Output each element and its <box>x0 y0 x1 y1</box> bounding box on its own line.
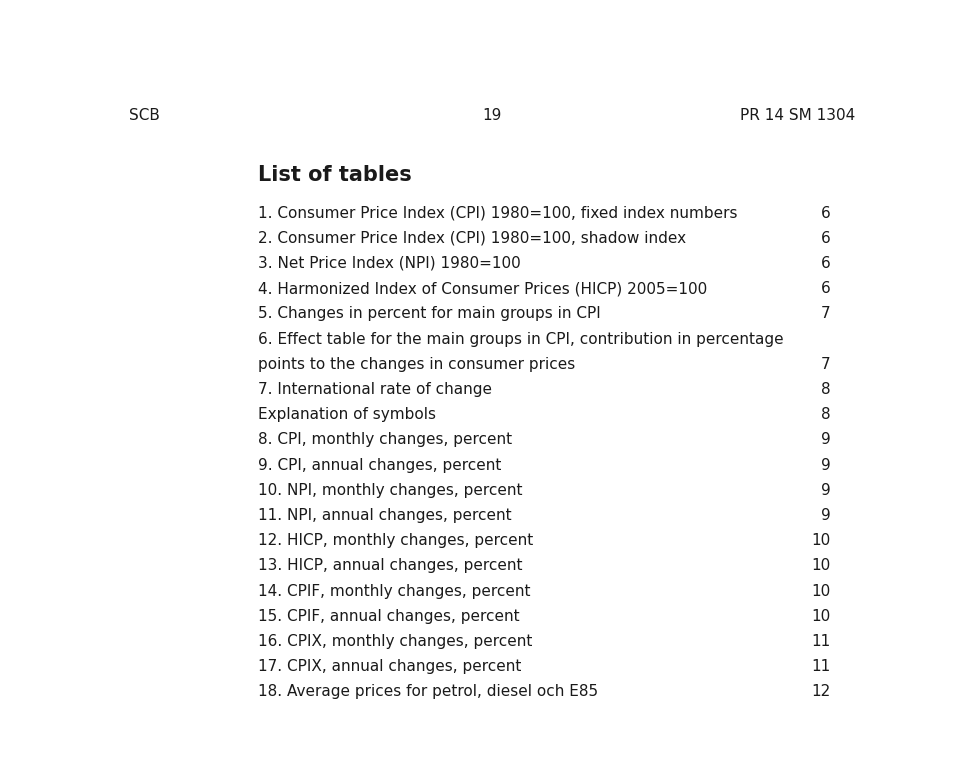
Text: 17. CPIX, annual changes, percent: 17. CPIX, annual changes, percent <box>257 659 521 674</box>
Text: 7. International rate of change: 7. International rate of change <box>257 382 492 397</box>
Text: PR 14 SM 1304: PR 14 SM 1304 <box>740 108 855 123</box>
Text: 9: 9 <box>821 508 830 523</box>
Text: 3. Net Price Index (NPI) 1980=100: 3. Net Price Index (NPI) 1980=100 <box>257 256 520 271</box>
Text: 9: 9 <box>821 432 830 447</box>
Text: SCB: SCB <box>129 108 159 123</box>
Text: 12: 12 <box>811 684 830 699</box>
Text: 15. CPIF, annual changes, percent: 15. CPIF, annual changes, percent <box>257 609 519 624</box>
Text: 13. HICP, annual changes, percent: 13. HICP, annual changes, percent <box>257 559 522 573</box>
Text: 14. CPIF, monthly changes, percent: 14. CPIF, monthly changes, percent <box>257 584 530 599</box>
Text: 12. HICP, monthly changes, percent: 12. HICP, monthly changes, percent <box>257 533 533 548</box>
Text: 6: 6 <box>821 205 830 221</box>
Text: 11: 11 <box>811 634 830 649</box>
Text: 19: 19 <box>482 108 502 123</box>
Text: 11. NPI, annual changes, percent: 11. NPI, annual changes, percent <box>257 508 512 523</box>
Text: 1. Consumer Price Index (CPI) 1980=100, fixed index numbers: 1. Consumer Price Index (CPI) 1980=100, … <box>257 205 737 221</box>
Text: 9: 9 <box>821 482 830 498</box>
Text: 9: 9 <box>821 457 830 473</box>
Text: 2. Consumer Price Index (CPI) 1980=100, shadow index: 2. Consumer Price Index (CPI) 1980=100, … <box>257 231 685 246</box>
Text: 6. Effect table for the main groups in CPI, contribution in percentage: 6. Effect table for the main groups in C… <box>257 332 783 346</box>
Text: 8. CPI, monthly changes, percent: 8. CPI, monthly changes, percent <box>257 432 512 447</box>
Text: 5. Changes in percent for main groups in CPI: 5. Changes in percent for main groups in… <box>257 307 600 321</box>
Text: 10: 10 <box>811 533 830 548</box>
Text: Explanation of symbols: Explanation of symbols <box>257 407 436 422</box>
Text: 16. CPIX, monthly changes, percent: 16. CPIX, monthly changes, percent <box>257 634 532 649</box>
Text: 9. CPI, annual changes, percent: 9. CPI, annual changes, percent <box>257 457 501 473</box>
Text: 8: 8 <box>821 407 830 422</box>
Text: 11: 11 <box>811 659 830 674</box>
Text: 18. Average prices for petrol, diesel och E85: 18. Average prices for petrol, diesel oc… <box>257 684 598 699</box>
Text: 6: 6 <box>821 231 830 246</box>
Text: List of tables: List of tables <box>257 164 412 185</box>
Text: points to the changes in consumer prices: points to the changes in consumer prices <box>257 357 575 372</box>
Text: 10: 10 <box>811 584 830 599</box>
Text: 6: 6 <box>821 256 830 271</box>
Text: 8: 8 <box>821 382 830 397</box>
Text: 10. NPI, monthly changes, percent: 10. NPI, monthly changes, percent <box>257 482 522 498</box>
Text: 7: 7 <box>821 307 830 321</box>
Text: 4. Harmonized Index of Consumer Prices (HICP) 2005=100: 4. Harmonized Index of Consumer Prices (… <box>257 281 707 296</box>
Text: 10: 10 <box>811 559 830 573</box>
Text: 6: 6 <box>821 281 830 296</box>
Text: 10: 10 <box>811 609 830 624</box>
Text: 7: 7 <box>821 357 830 372</box>
